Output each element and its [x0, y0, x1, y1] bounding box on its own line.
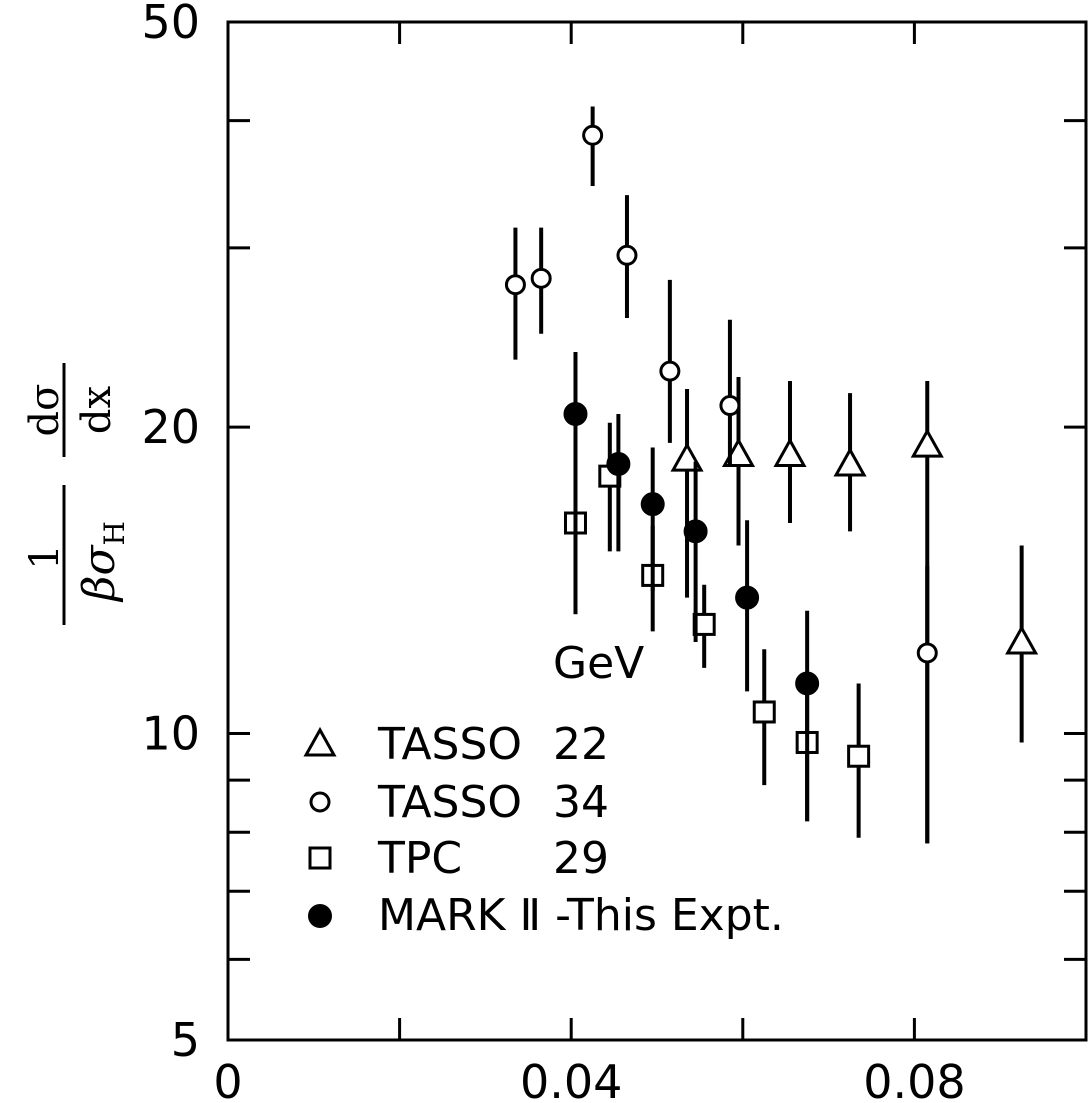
series-2: [504, 106, 938, 844]
y-label-denominator-left: βσH: [74, 521, 131, 603]
legend-series-name-3: TPC: [377, 833, 462, 884]
y-label-denominator-right: dx: [74, 385, 120, 434]
legend-series-name-1: TASSO: [377, 719, 522, 770]
legend-series-name-4: MARK Ⅱ -This Expt.: [378, 890, 784, 941]
y-tick-labels: 5 10 20 50: [141, 0, 200, 1067]
legend: GeV TASSO 22 TASSO 34 TPC 29 MARK Ⅱ -Thi…: [303, 638, 784, 941]
series-3: [563, 422, 871, 838]
legend-marker: [303, 726, 337, 757]
series-1: [670, 376, 1039, 844]
legend-series-energy-1: 22: [553, 719, 609, 770]
data-point: [530, 267, 552, 289]
legend-series-energy-3: 29: [553, 833, 609, 884]
x-tick-label: 0.08: [863, 1055, 965, 1103]
data-point: [606, 451, 631, 476]
legend-markers: [303, 726, 337, 928]
y-tick-label: 5: [171, 1013, 200, 1067]
data-point: [1005, 624, 1039, 655]
legend-heading: GeV: [553, 638, 644, 689]
data-point: [795, 671, 820, 696]
series-4: [563, 352, 820, 822]
data-point: [833, 446, 867, 477]
data-point: [683, 519, 708, 544]
legend-marker: [308, 904, 332, 928]
data-series: [504, 106, 1039, 844]
data-point: [640, 492, 665, 517]
data-point: [616, 244, 638, 266]
data-point: [916, 642, 938, 664]
data-point: [847, 744, 871, 768]
x-tick-label: 0.04: [520, 1055, 622, 1103]
legend-marker: [309, 791, 331, 813]
data-point: [910, 428, 944, 458]
data-point: [719, 395, 741, 417]
x-tick-label: 0: [213, 1055, 242, 1103]
y-tick-label: 10: [141, 707, 200, 761]
plot-frame: [226, 20, 1088, 1042]
legend-marker: [308, 846, 332, 870]
y-label-numerator-right: dσ: [22, 384, 68, 437]
data-point: [773, 437, 807, 467]
y-label-numerator-left: 1: [22, 544, 68, 569]
y-axis-label: 1 βσH dσ dx: [22, 363, 131, 625]
ticks: [228, 22, 1086, 1040]
data-point: [582, 124, 604, 146]
legend-series-energy-2: 34: [553, 777, 609, 828]
legend-series-name-2: TASSO: [377, 777, 522, 828]
data-point: [735, 585, 760, 610]
y-tick-label: 50: [141, 0, 200, 49]
data-point: [563, 402, 588, 427]
x-tick-labels: 0 0.04 0.08: [213, 1055, 965, 1103]
data-point: [659, 360, 681, 382]
data-point: [752, 700, 776, 724]
data-point: [504, 274, 526, 296]
y-tick-label: 20: [141, 400, 200, 454]
